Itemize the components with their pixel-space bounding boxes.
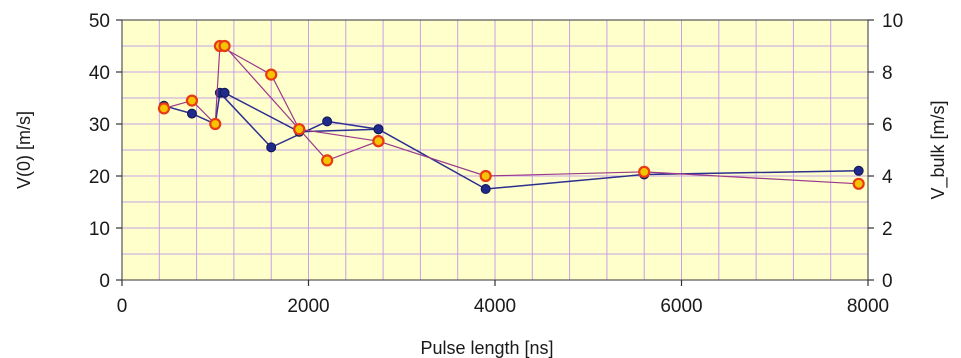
data-point-filled	[322, 116, 333, 127]
y-axis-label-right: V_bulk [m/s]	[928, 100, 949, 199]
data-point-filled	[373, 124, 384, 135]
x-tick-label: 0	[117, 296, 128, 317]
y-left-tick-label: 0	[99, 271, 110, 292]
x-tick-label: 2000	[287, 296, 329, 317]
data-point-open	[321, 154, 334, 167]
y-left-tick-label: 30	[89, 115, 110, 136]
y-left-tick-label: 20	[89, 167, 110, 188]
data-point-open	[372, 135, 385, 148]
data-point-filled	[186, 108, 197, 119]
x-tick-label: 4000	[474, 296, 516, 317]
data-point-open	[479, 169, 492, 183]
data-point-open	[185, 94, 199, 107]
data-point-filled	[219, 87, 230, 98]
y-right-tick-label: 8	[882, 63, 893, 84]
y-left-tick-label: 50	[89, 11, 110, 32]
data-point-open	[218, 39, 231, 53]
data-point-open	[157, 102, 171, 115]
y-right-tick-label: 10	[882, 11, 903, 32]
data-point-open	[293, 123, 306, 136]
y-left-tick-label: 40	[89, 63, 110, 84]
y-right-tick-label: 6	[882, 115, 893, 136]
data-point-open	[265, 68, 278, 81]
x-tick-label: 6000	[660, 296, 702, 317]
y-right-tick-label: 0	[882, 271, 893, 292]
data-point-filled	[480, 184, 491, 194]
data-point-filled	[853, 165, 864, 176]
data-point-filled	[266, 142, 277, 153]
data-point-open	[209, 117, 222, 131]
x-axis-label: Pulse length [ns]	[420, 338, 553, 358]
y-left-tick-label: 10	[89, 219, 110, 240]
data-point-open	[638, 165, 651, 178]
data-point-open	[852, 177, 865, 190]
x-tick-label: 8000	[847, 296, 889, 317]
y-axis-label-left: V(0) [m/s]	[14, 111, 34, 189]
y-right-tick-label: 4	[882, 167, 893, 188]
y-right-tick-label: 2	[882, 219, 893, 240]
